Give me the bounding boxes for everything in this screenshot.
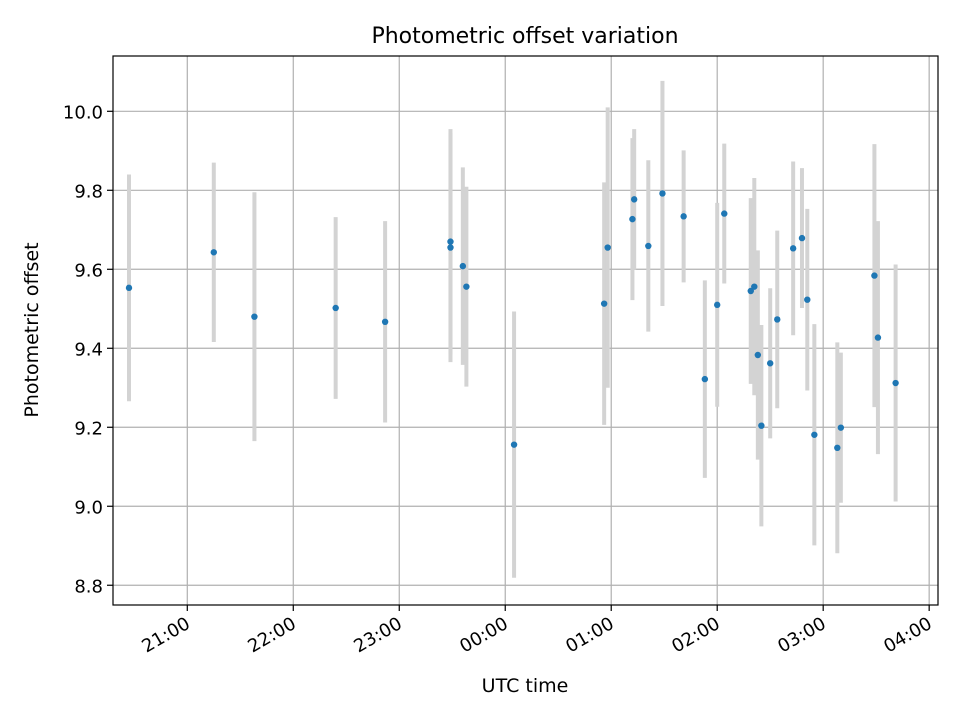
data-point — [721, 210, 728, 217]
y-tick-label: 9.2 — [74, 418, 103, 439]
x-axis-label: UTC time — [482, 675, 569, 697]
data-point — [630, 196, 638, 203]
data-points — [125, 190, 899, 452]
data-point — [874, 334, 882, 341]
data-point — [871, 272, 878, 279]
data-point — [680, 213, 687, 220]
data-point — [747, 287, 754, 295]
y-axis-label: Photometric offset — [21, 242, 43, 417]
data-point — [210, 249, 217, 256]
data-point — [789, 245, 797, 252]
data-point — [758, 422, 765, 429]
y-tick-label: 10.0 — [63, 102, 103, 123]
data-point — [604, 244, 611, 251]
y-tick-label: 9.6 — [74, 260, 103, 281]
y-tick-label: 9.8 — [74, 181, 103, 202]
data-point — [459, 262, 467, 270]
data-point — [510, 441, 518, 448]
chart-title: Photometric offset variation — [371, 24, 678, 49]
data-point — [381, 318, 389, 326]
data-point — [798, 234, 806, 242]
data-point — [811, 431, 818, 438]
data-point — [600, 300, 608, 307]
data-point — [332, 304, 339, 312]
y-tick-label: 9.0 — [74, 497, 103, 518]
grid — [113, 56, 938, 605]
data-point — [714, 301, 721, 309]
data-point — [837, 424, 845, 431]
data-point — [834, 444, 841, 452]
data-point — [774, 316, 781, 323]
data-point — [629, 215, 636, 223]
plot-frame — [112, 55, 939, 606]
data-point — [766, 360, 774, 367]
data-point — [645, 242, 652, 250]
data-point — [463, 283, 470, 290]
y-axis-ticks: 8.8 9.0 9.2 9.4 9.6 9.8 10.0 — [63, 102, 113, 597]
data-point — [804, 296, 811, 303]
data-point — [251, 313, 258, 320]
data-point — [754, 351, 762, 359]
data-point — [447, 244, 454, 251]
data-point — [125, 284, 133, 292]
data-point — [447, 238, 454, 245]
y-tick-label: 9.4 — [74, 339, 103, 360]
data-point — [751, 283, 758, 290]
y-tick-label: 8.8 — [74, 576, 103, 597]
data-point — [892, 379, 899, 387]
data-point — [701, 375, 709, 383]
data-point — [659, 190, 666, 197]
